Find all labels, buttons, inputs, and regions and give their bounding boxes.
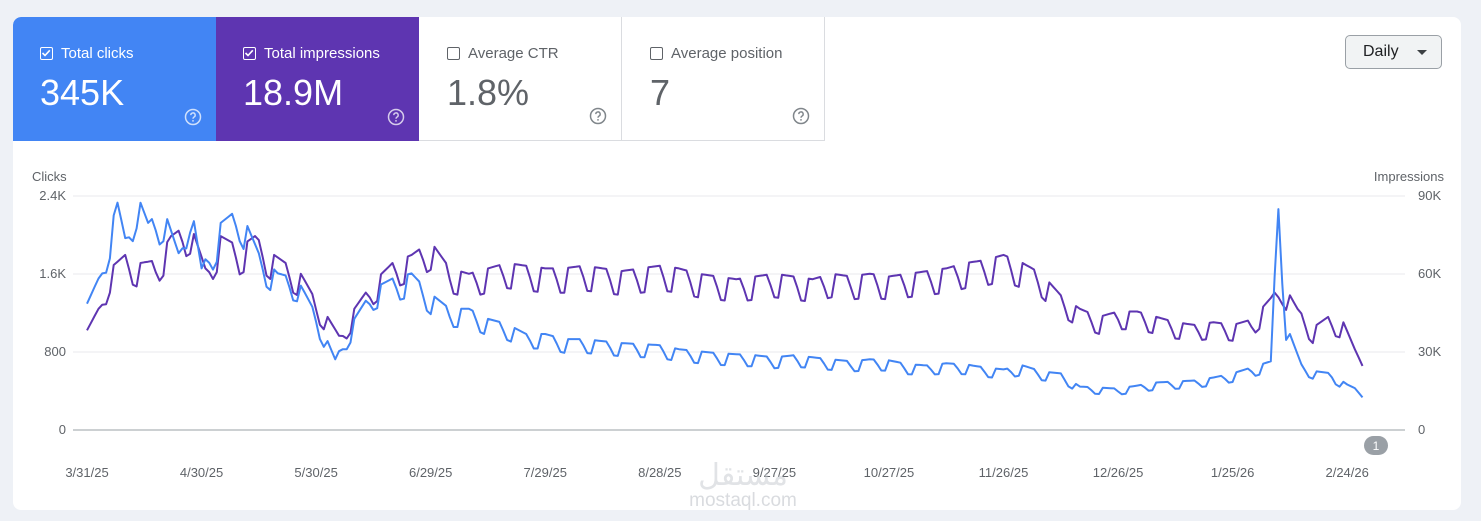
- y-axis-right-title: Impressions: [1374, 169, 1445, 184]
- impressions-series-line: [86, 229, 1364, 367]
- average-ctr-label-row: Average CTR: [447, 45, 559, 62]
- x-tick-label: 3/31/25: [65, 465, 108, 480]
- total-impressions-checkbox[interactable]: [243, 47, 256, 60]
- average-ctr-value: 1.8%: [447, 72, 530, 113]
- help-icon[interactable]: [184, 108, 202, 126]
- y-left-tick-label: 2.4K: [39, 188, 66, 203]
- y-axis-left-title: Clicks: [32, 169, 67, 184]
- average-position-label-row: Average position: [650, 45, 782, 62]
- total-impressions-label-row: Total impressions: [243, 45, 380, 62]
- y-axis-right: 0 30K 60K 90K: [1418, 188, 1441, 437]
- annotation-badge-count: 1: [1373, 439, 1380, 453]
- y-left-tick-label: 1.6K: [39, 266, 66, 281]
- x-axis: 3/31/25 4/30/25 5/30/25 6/29/25 7/29/25 8/28/…: [65, 465, 1369, 480]
- help-icon[interactable]: [792, 107, 810, 125]
- performance-card: Total clicks 345K Total impressions 18.9…: [13, 17, 1461, 510]
- total-impressions-label: Total impressions: [264, 45, 380, 62]
- chart-grid: [73, 195, 1405, 431]
- total-impressions-value: 18.9M: [243, 72, 344, 113]
- performance-chart: 0 800 1.6K 2.4K 0 30K 60K 90K 3/31/25 4/30/25 5/…: [32, 169, 1445, 510]
- y-right-tick-label: 0: [1418, 422, 1425, 437]
- granularity-value: Daily: [1363, 43, 1399, 60]
- x-tick-label: 1/25/26: [1211, 465, 1254, 480]
- average-ctr-tile[interactable]: Average CTR 1.8%: [419, 17, 622, 141]
- average-position-checkbox[interactable]: [650, 47, 663, 60]
- x-tick-label: 6/29/25: [409, 465, 452, 480]
- total-clicks-value: 345K: [40, 72, 125, 113]
- total-clicks-label: Total clicks: [61, 45, 134, 62]
- annotation-badge-shape[interactable]: [1364, 436, 1388, 455]
- x-tick-label: 8/28/25: [638, 465, 681, 480]
- clicks-series-line: [86, 201, 1364, 399]
- x-tick-label: 9/27/25: [753, 465, 796, 480]
- total-impressions-tile[interactable]: Total impressions 18.9M: [216, 17, 419, 141]
- y-right-tick-label: 30K: [1418, 344, 1441, 359]
- average-ctr-label: Average CTR: [468, 45, 559, 62]
- x-tick-label: 7/29/25: [524, 465, 567, 480]
- annotation-badge[interactable]: 1: [1364, 436, 1388, 455]
- y-axis-left: 0 800 1.6K 2.4K: [39, 188, 66, 437]
- average-ctr-checkbox[interactable]: [447, 47, 460, 60]
- x-tick-label: 5/30/25: [294, 465, 337, 480]
- average-position-tile[interactable]: Average position 7: [622, 17, 825, 141]
- average-position-label: Average position: [671, 45, 783, 62]
- y-left-tick-label: 800: [44, 344, 66, 359]
- x-tick-label: 12/26/25: [1093, 465, 1144, 480]
- total-clicks-label-row: Total clicks: [40, 45, 134, 62]
- total-clicks-tile[interactable]: Total clicks 345K: [13, 17, 216, 141]
- x-tick-label: 4/30/25: [180, 465, 223, 480]
- metric-tiles: Total clicks 345K Total impressions 18.9…: [13, 17, 825, 141]
- total-clicks-checkbox[interactable]: [40, 47, 53, 60]
- y-right-tick-label: 90K: [1418, 188, 1441, 203]
- y-left-tick-label: 0: [59, 422, 66, 437]
- help-icon[interactable]: [589, 107, 607, 125]
- average-position-value: 7: [650, 72, 671, 113]
- x-tick-label: 11/26/25: [979, 465, 1029, 480]
- granularity-dropdown[interactable]: Daily: [1345, 35, 1442, 69]
- watermark-latin: mostaql.com: [689, 490, 797, 510]
- caret-down-icon: [1417, 50, 1427, 55]
- help-icon[interactable]: [387, 108, 405, 126]
- watermark-arabic: مستقل: [698, 458, 788, 493]
- x-tick-label: 2/24/26: [1325, 465, 1368, 480]
- y-right-tick-label: 60K: [1418, 266, 1441, 281]
- x-tick-label: 10/27/25: [864, 465, 915, 480]
